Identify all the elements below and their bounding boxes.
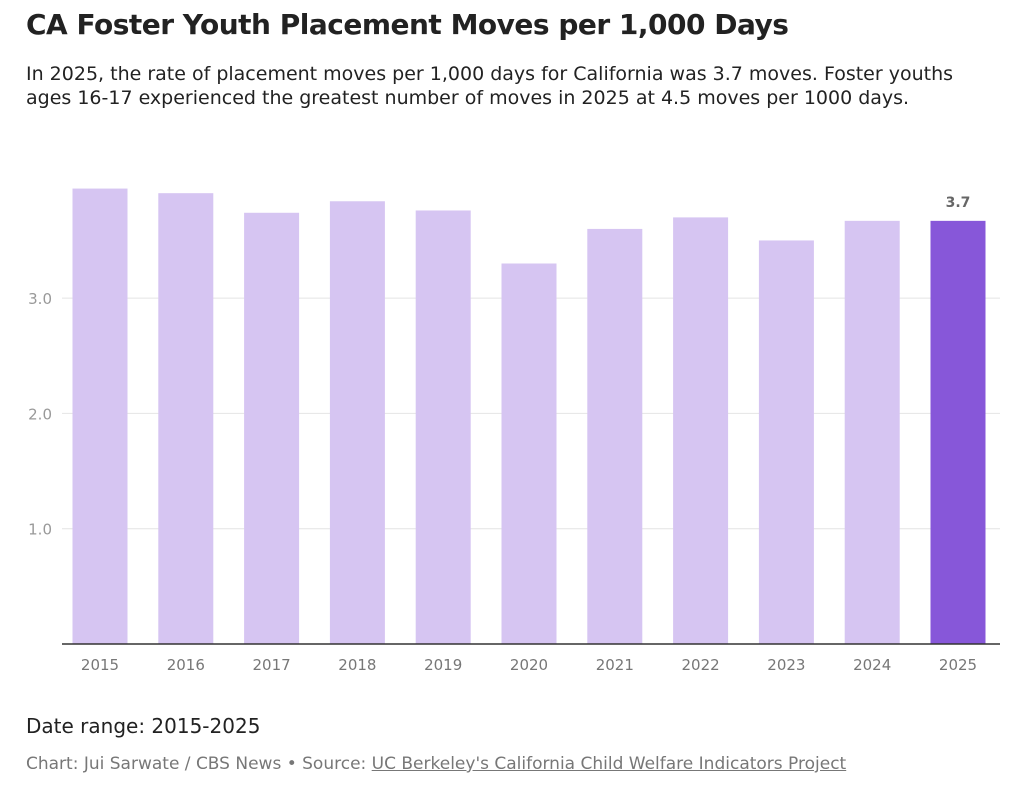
x-tick-label: 2025 xyxy=(939,656,977,674)
x-tick-label: 2022 xyxy=(682,656,720,674)
x-tick-label: 2015 xyxy=(81,656,119,674)
bar-2016 xyxy=(158,193,214,644)
bar-2017 xyxy=(244,212,300,644)
x-tick-label: 2018 xyxy=(338,656,376,674)
y-tick-label: 3.0 xyxy=(28,290,52,308)
x-tick-label: 2021 xyxy=(596,656,634,674)
bar-chart: 1.0 2.0 3.0 2015 2016 2017 2018 2019 2020 2021 202… xyxy=(28,188,1000,674)
credit-text: Chart: Jui Sarwate / CBS News • Source: xyxy=(26,754,372,774)
bar-2020 xyxy=(501,263,557,644)
chart-title: CA Foster Youth Placement Moves per 1,00… xyxy=(26,8,789,41)
bar-2018 xyxy=(329,201,385,645)
bar-2022 xyxy=(673,217,729,644)
x-tick-label: 2016 xyxy=(167,656,205,674)
x-tick-label: 2023 xyxy=(767,656,805,674)
bar-2023 xyxy=(758,240,814,644)
x-tick-label: 2024 xyxy=(853,656,891,674)
chart-subtitle: In 2025, the rate of placement moves per… xyxy=(26,63,954,109)
source-link[interactable]: UC Berkeley's California Child Welfare I… xyxy=(371,754,847,774)
credit-line: Chart: Jui Sarwate / CBS News • Source: … xyxy=(26,754,846,774)
data-label: 3.7 xyxy=(946,195,971,211)
x-tick-label: 2017 xyxy=(253,656,291,674)
x-tick-label: 2019 xyxy=(424,656,462,674)
y-tick-label: 1.0 xyxy=(28,521,52,539)
y-tick-label: 2.0 xyxy=(28,405,52,423)
bar-2021 xyxy=(587,228,643,645)
bar-2019 xyxy=(415,210,471,645)
bar-2025 xyxy=(930,220,986,644)
x-tick-label: 2020 xyxy=(510,656,548,674)
bar-2015 xyxy=(72,188,128,644)
bar-2024 xyxy=(844,220,900,644)
date-range: Date range: 2015-2025 xyxy=(26,714,261,738)
